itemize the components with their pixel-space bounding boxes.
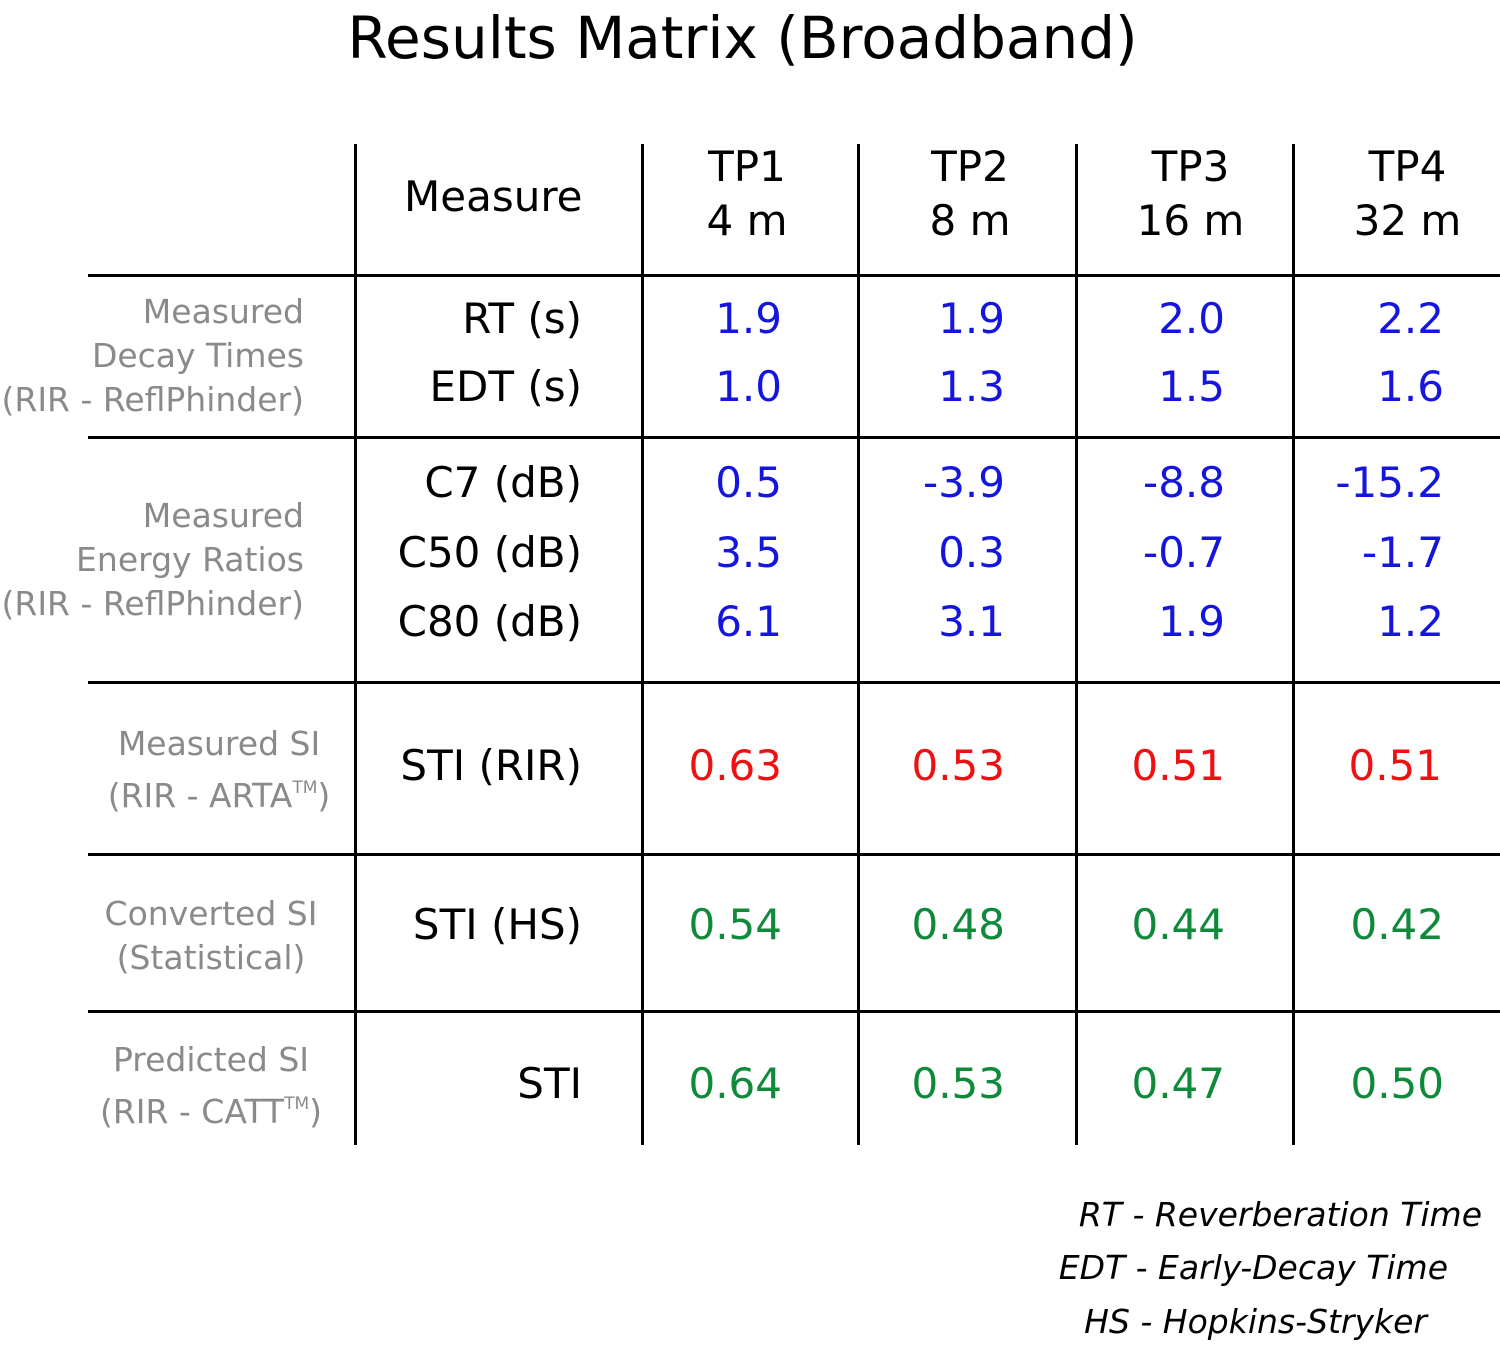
group-label-decay-times: Measured Decay Times (RIR - ReflPhinder) (1, 292, 304, 419)
value-c50-tp4: -1.7 (1362, 528, 1444, 577)
group-label-energy-ratios: Measured Energy Ratios (RIR - ReflPhinde… (1, 496, 304, 623)
col-divider-tp2 (1075, 144, 1078, 1145)
value-rt-tp4: 2.2 (1377, 294, 1444, 343)
measure-label-c50: C50 (dB) (397, 528, 582, 577)
value-sti-hs-tp2: 0.48 (911, 900, 1005, 949)
value-c7-tp4: -15.2 (1335, 458, 1444, 507)
value-sti-predicted-tp3: 0.47 (1131, 1059, 1225, 1108)
tp4-name: TP4 (1368, 142, 1447, 191)
tp3-distance: 16 m (1136, 196, 1245, 245)
legend-hs: HS - Hopkins-Stryker (1084, 1302, 1427, 1341)
value-sti-rir-tp4: 0.51 (1348, 741, 1442, 790)
col-divider-tp3 (1292, 144, 1295, 1145)
value-c7-tp2: -3.9 (923, 458, 1005, 507)
measure-label-sti-rir: STI (RIR) (400, 741, 582, 790)
measure-label-c7: C7 (dB) (424, 458, 582, 507)
legend-edt: EDT - Early-Decay Time (1058, 1248, 1448, 1287)
value-c80-tp3: 1.9 (1158, 597, 1225, 646)
col-divider-measure (641, 144, 644, 1145)
value-rt-tp2: 1.9 (938, 294, 1005, 343)
value-c7-tp1: 0.5 (715, 458, 782, 507)
value-sti-rir-tp1: 0.63 (688, 741, 782, 790)
measure-label-sti-hs: STI (HS) (412, 900, 582, 949)
value-edt-tp2: 1.3 (938, 362, 1005, 411)
value-sti-predicted-tp4: 0.50 (1350, 1059, 1444, 1108)
value-c50-tp3: -0.7 (1143, 528, 1225, 577)
value-c80-tp1: 6.1 (715, 597, 782, 646)
tp1-distance: 4 m (706, 196, 788, 245)
col-divider-tp1 (857, 144, 860, 1145)
value-rt-tp1: 1.9 (715, 294, 782, 343)
tp4-distance: 32 m (1353, 196, 1462, 245)
value-c50-tp2: 0.3 (938, 528, 1005, 577)
value-sti-hs-tp3: 0.44 (1131, 900, 1225, 949)
tp2-header: TP2 8 m (860, 140, 1080, 248)
row-divider-3 (88, 853, 1500, 856)
value-c7-tp3: -8.8 (1143, 458, 1225, 507)
tp3-name: TP3 (1151, 142, 1230, 191)
header-divider (88, 274, 1500, 277)
legend-rt: RT - Reverberation Time (1078, 1195, 1482, 1234)
tp2-distance: 8 m (929, 196, 1011, 245)
value-c50-tp1: 3.5 (715, 528, 782, 577)
tp3-header: TP3 16 m (1078, 140, 1303, 248)
value-sti-rir-tp2: 0.53 (911, 741, 1005, 790)
row-divider-1 (88, 436, 1500, 439)
tp1-header: TP1 4 m (642, 140, 852, 248)
measure-label-rt: RT (s) (462, 294, 582, 343)
value-sti-predicted-tp2: 0.53 (911, 1059, 1005, 1108)
row-divider-4 (88, 1010, 1500, 1013)
tp2-name: TP2 (931, 142, 1009, 191)
value-edt-tp3: 1.5 (1158, 362, 1225, 411)
value-sti-hs-tp1: 0.54 (688, 900, 782, 949)
row-divider-2 (88, 681, 1500, 684)
value-edt-tp4: 1.6 (1377, 362, 1444, 411)
value-c80-tp4: 1.2 (1377, 597, 1444, 646)
tp1-name: TP1 (708, 142, 786, 191)
group-label-predicted-si: Predicted SI (RIR - CATTTM) (99, 1040, 323, 1131)
measure-label-edt: EDT (s) (429, 362, 582, 411)
measure-label-sti-predicted: STI (517, 1059, 582, 1108)
measure-label-c80: C80 (dB) (397, 597, 582, 646)
group-label-measured-si: Measured SI (RIR - ARTATM) (107, 724, 331, 815)
value-rt-tp3: 2.0 (1158, 294, 1225, 343)
col-divider-group (354, 144, 357, 1145)
group-label-converted-si: Converted SI (Statistical) (104, 894, 318, 977)
tp4-header: TP4 32 m (1295, 140, 1500, 248)
value-sti-predicted-tp1: 0.64 (688, 1059, 782, 1108)
value-c80-tp2: 3.1 (938, 597, 1005, 646)
value-sti-rir-tp3: 0.51 (1131, 741, 1225, 790)
measure-column-header: Measure (404, 172, 583, 221)
value-edt-tp1: 1.0 (715, 362, 782, 411)
page-title: Results Matrix (Broadband) (347, 4, 1138, 72)
value-sti-hs-tp4: 0.42 (1350, 900, 1444, 949)
